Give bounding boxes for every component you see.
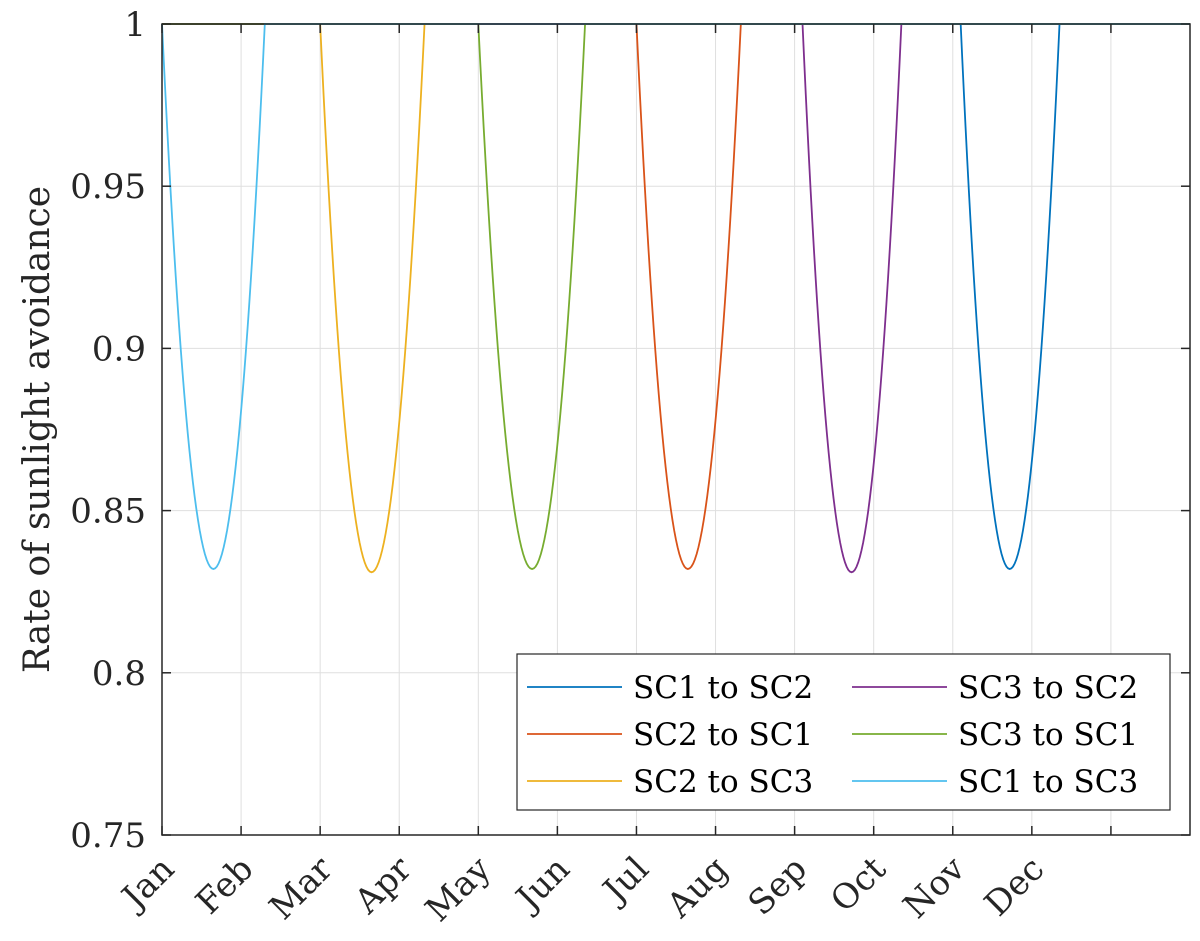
x-tick-label: Dec <box>977 849 1052 924</box>
legend-entry-label: SC1 to SC2 <box>633 670 813 706</box>
y-axis-label: Rate of sunlight avoidance <box>17 186 58 673</box>
x-tick-label: Apr <box>346 849 420 923</box>
legend: SC1 to SC2 SC3 to SC2 SC2 to SC1 SC3 to SC1… <box>516 653 1171 811</box>
series-line-sc1-to-sc2 <box>162 23 1190 570</box>
y-tick-label: 0.85 <box>70 492 146 532</box>
legend-entry-label: SC1 to SC3 <box>958 764 1138 800</box>
y-tick-label: 1 <box>124 5 146 45</box>
series-line-sc2-to-sc1 <box>162 23 1190 570</box>
series-line-sc1-to-sc3 <box>161 23 1190 570</box>
x-tick-label: Feb <box>188 849 261 922</box>
legend-entry-label: SC3 to SC1 <box>958 717 1138 753</box>
legend-entry-label: SC3 to SC2 <box>958 670 1138 706</box>
x-tick-label: Sep <box>741 849 815 923</box>
series-line-sc3-to-sc1 <box>162 23 1190 570</box>
x-tick-label: Oct <box>823 849 894 920</box>
x-tick-label: Nov <box>896 849 974 927</box>
x-tick-label: Mar <box>262 849 341 928</box>
legend-entry-label: SC2 to SC1 <box>633 717 813 753</box>
plot-area-frame <box>161 23 1191 836</box>
y-tick-label: 0.75 <box>70 816 146 856</box>
series-line-sc2-to-sc3 <box>162 23 1190 574</box>
x-tick-label: Jun <box>507 849 578 920</box>
y-tick-label: 0.95 <box>70 167 146 207</box>
x-tick-label: May <box>418 849 499 930</box>
x-tick-label: Jan <box>112 849 182 919</box>
legend-box <box>516 653 1171 811</box>
x-tick-label: Aug <box>659 849 736 926</box>
legend-entry-label: SC2 to SC3 <box>633 764 813 800</box>
x-tick-label: Jul <box>594 849 657 912</box>
series-line-sc3-to-sc2 <box>162 23 1190 574</box>
y-axis-ticks: 0.75 0.8 0.85 0.9 0.95 1 <box>70 5 1190 856</box>
y-tick-label: 0.8 <box>92 654 146 694</box>
y-tick-label: 0.9 <box>92 329 146 369</box>
series-lines <box>161 23 1190 574</box>
